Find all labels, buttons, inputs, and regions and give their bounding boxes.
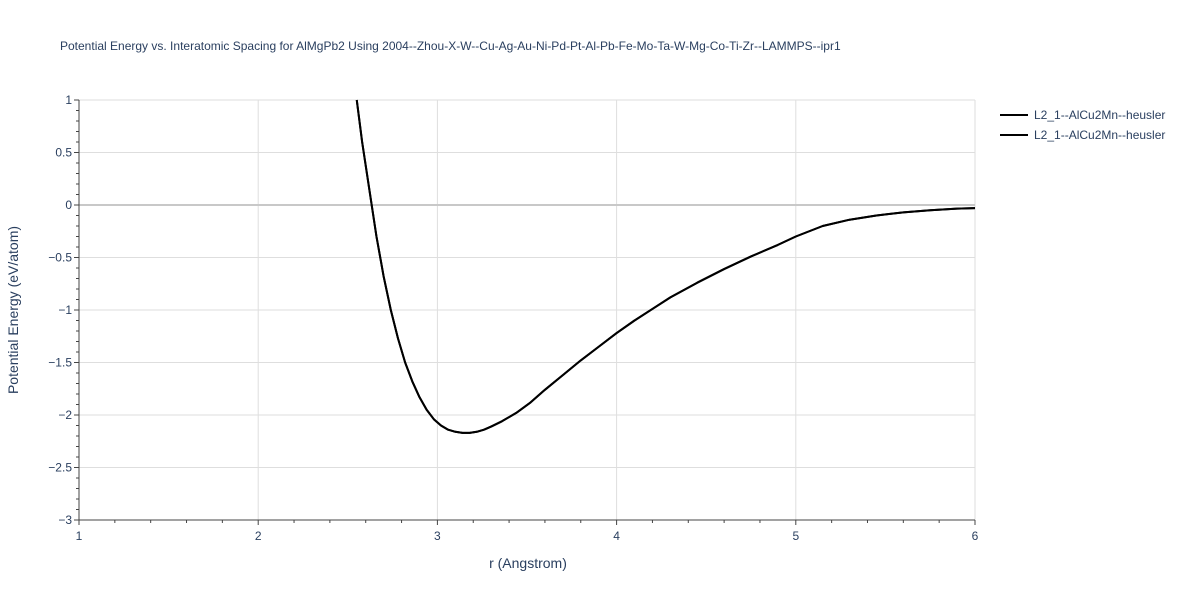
y-tick-label: 1 [65,93,72,107]
chart-title: Potential Energy vs. Interatomic Spacing… [60,39,841,53]
x-tick-label: 4 [613,529,620,543]
y-tick-label: −1 [58,303,72,317]
y-tick-label: 0 [65,198,72,212]
y-tick-label: −2 [58,408,72,422]
x-tick-label: 2 [255,529,262,543]
series-line-1 [355,99,976,434]
x-tick-label: 3 [434,529,441,543]
axes: 1 2 3 4 5 6 1 0.5 0 −0.5 −1 −1.5 −2 −2.5 −3 [48,93,978,543]
x-tick-label: 6 [972,529,979,543]
legend-label: L2_1--AlCu2Mn--heusler [1034,128,1165,142]
legend-item-1[interactable]: L2_1--AlCu2Mn--heusler [1000,108,1165,122]
y-tick-label: −0.5 [48,251,72,265]
y-tick-label: −3 [58,513,72,527]
series-layer [355,99,976,434]
legend-item-2[interactable]: L2_1--AlCu2Mn--heusler [1000,128,1165,142]
x-tick-label: 1 [76,529,83,543]
legend-label: L2_1--AlCu2Mn--heusler [1034,108,1165,122]
y-axis-title: Potential Energy (eV/atom) [5,226,21,394]
y-tick-label: −1.5 [48,356,72,370]
legend[interactable]: L2_1--AlCu2Mn--heusler L2_1--AlCu2Mn--heu… [1000,108,1165,142]
y-tick-label: 0.5 [55,146,72,160]
y-tick-label: −2.5 [48,461,72,475]
series-line-2 [355,99,976,434]
x-axis-title: r (Angstrom) [489,555,567,571]
grid [79,99,976,521]
x-tick-label: 5 [792,529,799,543]
